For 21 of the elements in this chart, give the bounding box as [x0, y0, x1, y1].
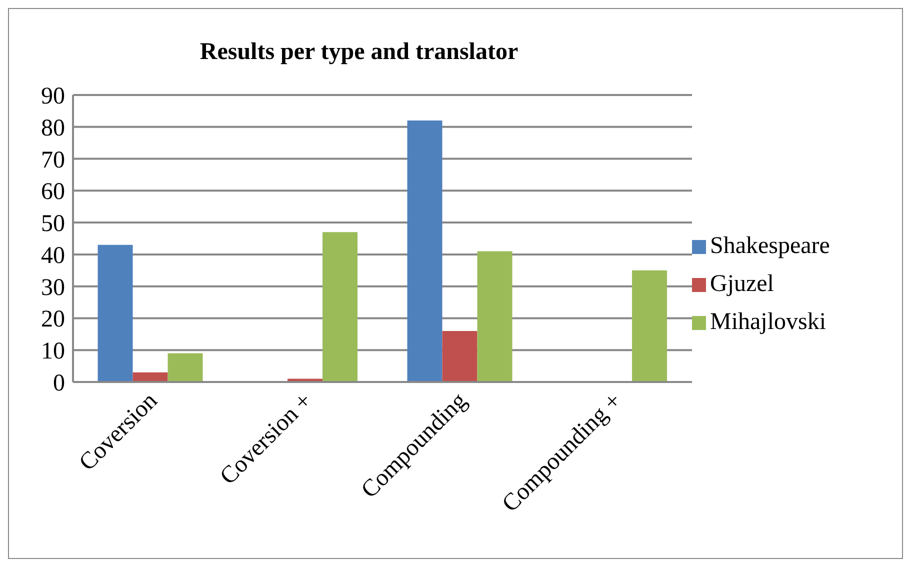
y-tick-label: 50: [41, 211, 65, 238]
bar: [407, 120, 442, 382]
y-tick-label: 60: [41, 179, 65, 206]
y-tick-label: 0: [53, 370, 65, 397]
bar: [632, 270, 668, 382]
y-tick-label: 40: [41, 242, 65, 269]
y-tick-label: 10: [41, 338, 65, 365]
bar: [442, 330, 478, 382]
legend-label: Mihajlovski: [710, 308, 826, 334]
bar: [98, 244, 133, 382]
y-tick-label: 90: [41, 84, 65, 110]
y-tick-label: 30: [41, 274, 65, 301]
legend-label: Gjuzel: [710, 270, 774, 296]
bar: [168, 353, 203, 382]
y-tick-label: 20: [41, 306, 65, 333]
bar: [322, 232, 358, 382]
y-tick-label: 80: [41, 115, 65, 142]
chart-title: Results per type and translator: [198, 39, 520, 66]
y-tick-label: 70: [41, 147, 65, 174]
bar: [477, 251, 512, 382]
legend-label: Shakespeare: [710, 232, 830, 258]
